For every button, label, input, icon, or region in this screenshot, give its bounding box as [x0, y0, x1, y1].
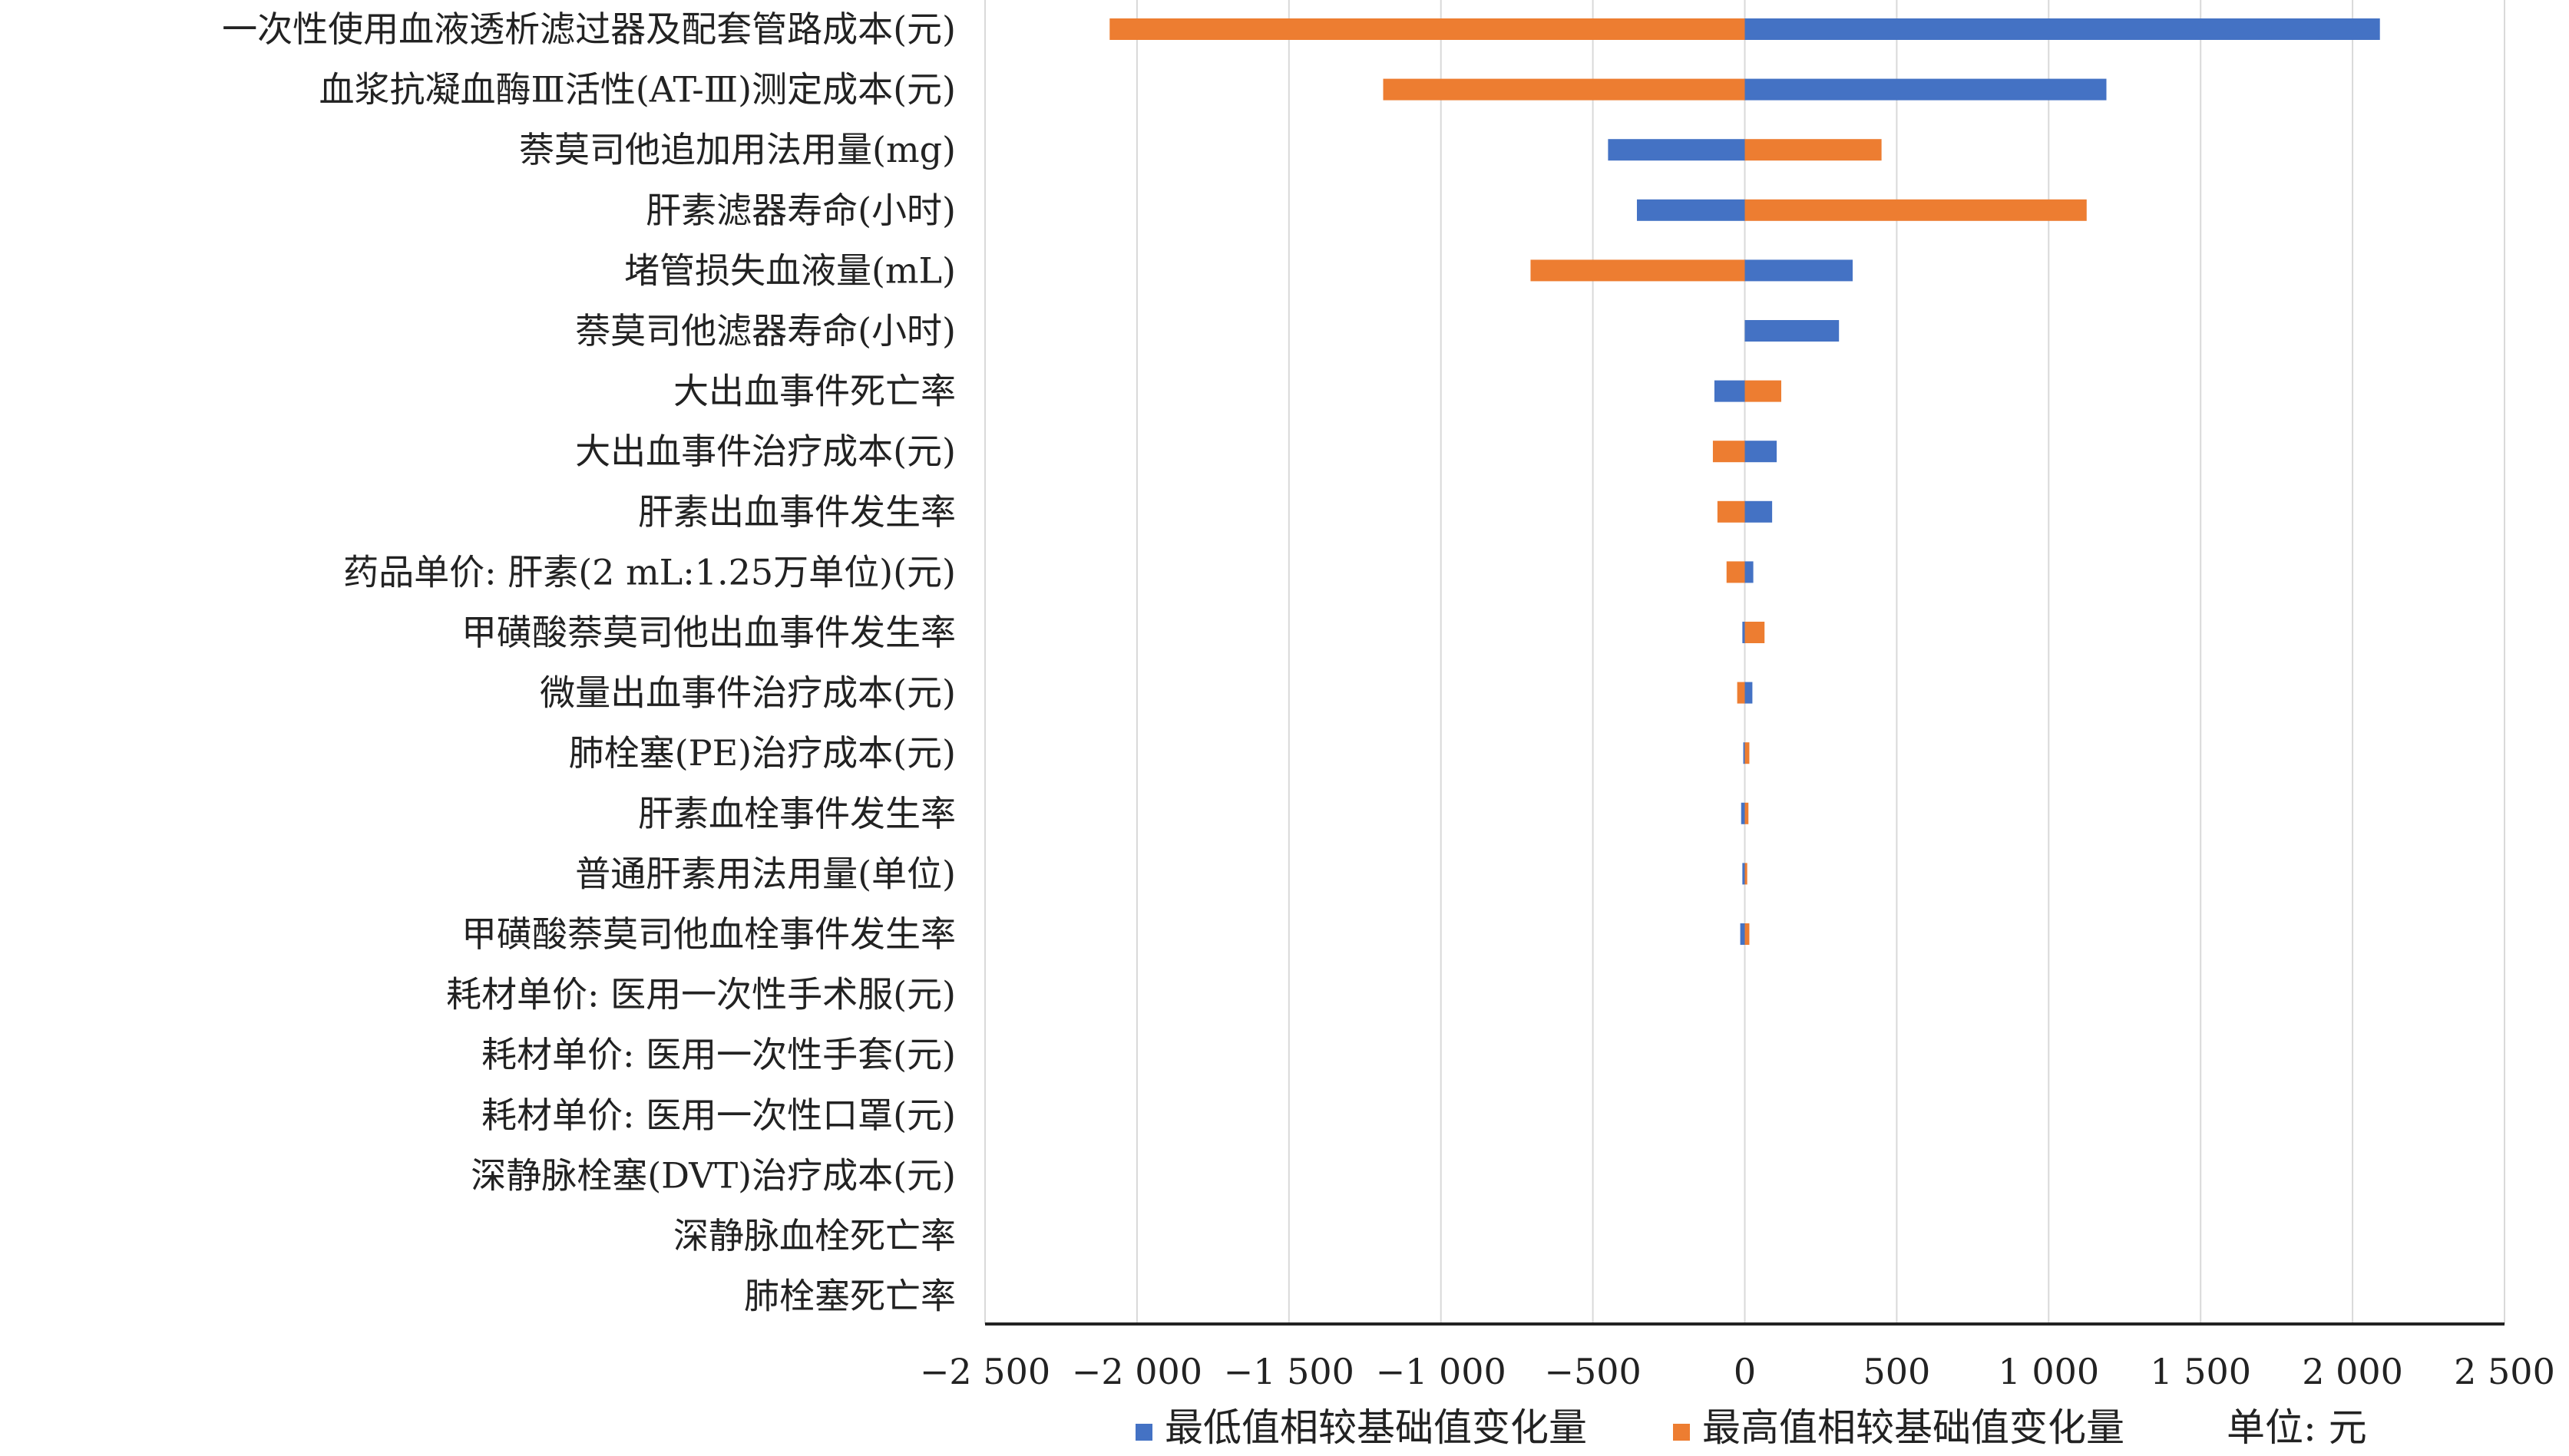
category-label: 萘莫司他追加用法用量(mg): [519, 129, 956, 170]
category-label: 耗材单价: 医用一次性手术服(元): [446, 974, 956, 1015]
bar-low: [1742, 863, 1745, 885]
bar-low: [1744, 78, 2107, 101]
x-tick-label: 0: [1734, 1351, 1756, 1392]
bar-low: [1744, 561, 1754, 583]
category-label: 肺栓塞死亡率: [744, 1276, 956, 1317]
x-tick-label: 1 500: [2150, 1351, 2251, 1392]
unit-note: 单位: 元: [2227, 1405, 2367, 1450]
bar-low: [1714, 380, 1745, 402]
legend-label-low: 最低值相较基础值变化量: [1165, 1405, 1587, 1450]
category-label: 普通肝素用法用量(单位): [575, 853, 956, 894]
bar-high: [1530, 259, 1745, 282]
category-label: 肝素出血事件发生率: [638, 491, 956, 533]
category-label: 深静脉血栓死亡率: [673, 1215, 956, 1256]
category-label: 血浆抗凝血酶Ⅲ活性(AT-Ⅲ)测定成本(元): [319, 69, 956, 111]
category-label: 肺栓塞(PE)治疗成本(元): [569, 732, 956, 774]
x-tick-label: 2 000: [2302, 1351, 2403, 1392]
x-tick-label: −500: [1544, 1351, 1641, 1392]
bar-low: [1740, 923, 1745, 945]
bar-high: [1717, 500, 1745, 523]
bar-low: [1744, 441, 1777, 463]
x-tick-label: −2 500: [920, 1351, 1050, 1392]
bars: [1109, 18, 2380, 945]
legend-swatch-high: [1673, 1424, 1690, 1441]
bar-high: [1744, 863, 1747, 885]
x-tick-label: −1 000: [1376, 1351, 1506, 1392]
bar-high: [1744, 742, 1750, 764]
x-tick-label: −2 000: [1072, 1351, 1202, 1392]
category-label: 药品单价: 肝素(2 mL:1.25万单位)(元): [343, 551, 956, 593]
x-tick-label: 500: [1863, 1351, 1930, 1392]
category-label: 大出血事件死亡率: [673, 371, 956, 412]
x-tick-label: 2 500: [2454, 1351, 2555, 1392]
category-label: 微量出血事件治疗成本(元): [540, 672, 956, 714]
bar-high: [1744, 923, 1750, 945]
x-tick-label: −1 500: [1224, 1351, 1354, 1392]
gridlines: [984, 0, 2505, 1324]
x-tick-label: 1 000: [1998, 1351, 2099, 1392]
bar-high: [1744, 199, 2087, 221]
bar-low: [1744, 500, 1773, 523]
category-label: 耗材单价: 医用一次性手套(元): [481, 1034, 956, 1075]
category-label: 甲磺酸萘莫司他出血事件发生率: [461, 612, 956, 653]
bar-low: [1742, 622, 1745, 643]
category-label: 深静脉栓塞(DVT)治疗成本(元): [471, 1154, 956, 1196]
category-label: 肝素血栓事件发生率: [638, 793, 956, 834]
bar-high: [1712, 441, 1745, 463]
bar-high: [1383, 78, 1745, 101]
category-label: 一次性使用血液透析滤过器及配套管路成本(元): [222, 8, 956, 50]
bar-low: [1636, 199, 1745, 221]
bar-high: [1737, 682, 1745, 704]
legend: 最低值相较基础值变化量 最高值相较基础值变化量 单位: 元: [1136, 1405, 2367, 1450]
bar-high: [1726, 561, 1745, 583]
category-labels: 一次性使用血液透析滤过器及配套管路成本(元) 血浆抗凝血酶Ⅲ活性(AT-Ⅲ)测定成…: [222, 8, 956, 1317]
bar-low: [1744, 18, 2380, 40]
bar-low: [1743, 742, 1745, 764]
bar-high: [1744, 802, 1749, 824]
bar-high: [1744, 380, 1781, 402]
bar-low: [1744, 320, 1840, 342]
category-label: 大出血事件治疗成本(元): [575, 431, 956, 472]
bar-low: [1741, 802, 1745, 824]
bar-low: [1744, 259, 1853, 282]
category-label: 萘莫司他滤器寿命(小时): [575, 310, 956, 352]
legend-swatch-low: [1136, 1424, 1152, 1441]
category-label: 肝素滤器寿命(小时): [646, 190, 956, 231]
category-label: 堵管损失血液量(mL): [624, 249, 956, 291]
bar-high: [1744, 622, 1765, 643]
bar-high: [1109, 18, 1745, 40]
category-label: 甲磺酸萘莫司他血栓事件发生率: [461, 913, 956, 955]
category-label: 耗材单价: 医用一次性口罩(元): [481, 1094, 956, 1136]
bar-low: [1744, 682, 1753, 704]
legend-label-high: 最高值相较基础值变化量: [1702, 1405, 2124, 1450]
bar-high: [1744, 139, 1882, 161]
x-axis: −2 500 −2 000 −1 500 −1 000 −500 0 500 1 000 1 5…: [920, 1322, 2555, 1392]
bar-low: [1608, 139, 1745, 161]
